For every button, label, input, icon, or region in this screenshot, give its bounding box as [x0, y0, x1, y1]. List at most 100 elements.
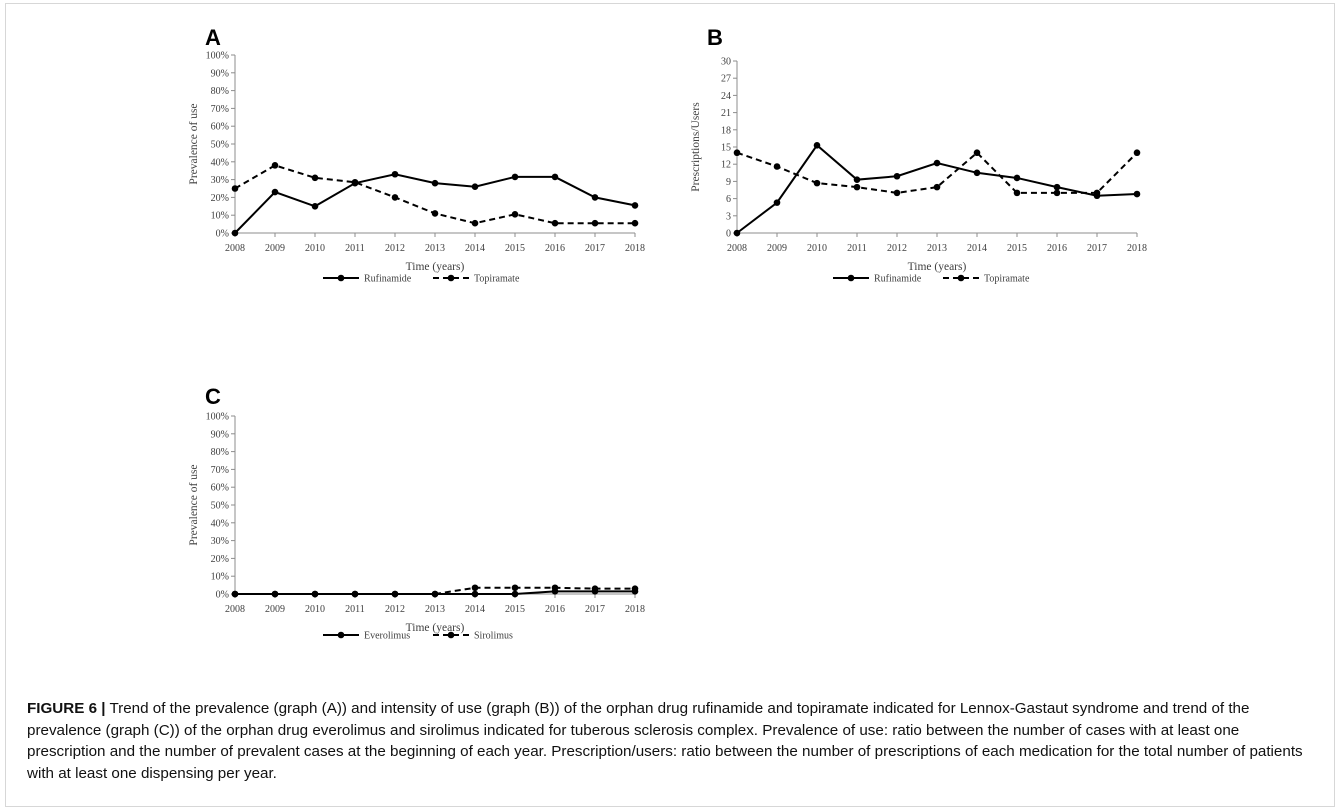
data-point-topiramate: [391, 194, 399, 201]
data-point-topiramate: [733, 149, 741, 157]
data-point-rufinamide: [1013, 174, 1021, 182]
y-tick-label: 0%: [216, 590, 229, 601]
data-point-sirolimus: [431, 590, 439, 598]
legend-marker-sirolimus: [447, 631, 455, 639]
panel-letter-c: C: [205, 384, 221, 409]
x-tick-label: 2008: [727, 243, 747, 254]
data-point-rufinamide: [431, 179, 439, 187]
data-point-rufinamide: [933, 159, 941, 167]
x-tick-label: 2010: [305, 604, 325, 615]
x-tick-label: 2014: [465, 604, 485, 615]
x-tick-label: 2012: [887, 243, 907, 254]
legend-label-rufinamide: Rufinamide: [874, 274, 922, 285]
y-tick-label: 70%: [211, 104, 229, 115]
legend-label-topiramate: Topiramate: [474, 274, 520, 285]
data-point-topiramate: [311, 174, 319, 182]
y-tick-label: 50%: [211, 140, 229, 151]
y-tick-label: 30%: [211, 536, 229, 547]
x-tick-label: 2014: [465, 243, 485, 254]
data-point-rufinamide: [551, 173, 559, 181]
data-point-topiramate: [471, 219, 479, 227]
data-point-rufinamide: [391, 170, 399, 178]
y-tick-label: 18: [721, 125, 731, 136]
data-point-topiramate: [813, 179, 821, 187]
y-tick-label: 90%: [211, 429, 229, 440]
y-tick-label: 12: [721, 160, 731, 171]
y-tick-label: 9: [726, 177, 731, 188]
legend-marker-topiramate: [447, 274, 455, 282]
x-tick-label: 2013: [927, 243, 947, 254]
data-point-sirolimus: [591, 585, 599, 592]
x-tick-label: 2017: [585, 243, 605, 254]
data-point-sirolimus: [311, 590, 319, 598]
x-tick-label: 2013: [425, 604, 445, 615]
data-point-rufinamide: [1133, 190, 1141, 198]
x-tick-label: 2015: [505, 243, 525, 254]
y-axis-title: Prevalence of use: [188, 464, 200, 545]
caption-label: FIGURE 6 |: [27, 700, 106, 717]
caption-text: Trend of the prevalence (graph (A)) and …: [27, 700, 1303, 782]
y-tick-label: 3: [726, 211, 731, 222]
y-axis-title: Prescriptions/Users: [690, 102, 702, 192]
y-tick-label: 40%: [211, 157, 229, 168]
x-axis-title: Time (years): [406, 622, 465, 634]
data-point-topiramate: [893, 189, 901, 197]
y-axis-title: Prevalence of use: [188, 103, 200, 184]
x-tick-label: 2018: [1127, 243, 1147, 254]
data-point-topiramate: [231, 185, 239, 192]
data-point-topiramate: [933, 183, 941, 191]
data-point-everolimus: [471, 590, 479, 598]
x-tick-label: 2011: [345, 243, 365, 254]
data-point-topiramate: [271, 162, 279, 169]
data-point-rufinamide: [773, 199, 781, 206]
legend-marker-rufinamide: [847, 274, 855, 282]
data-point-rufinamide: [813, 141, 821, 149]
y-tick-label: 60%: [211, 483, 229, 494]
y-tick-label: 15: [721, 143, 731, 154]
y-tick-label: 30%: [211, 175, 229, 186]
data-point-topiramate: [1093, 189, 1101, 197]
x-tick-label: 2010: [807, 243, 827, 254]
y-tick-label: 80%: [211, 86, 229, 97]
data-point-topiramate: [1133, 149, 1141, 157]
x-tick-label: 2012: [385, 604, 405, 615]
x-axis-title: Time (years): [406, 261, 465, 273]
y-tick-label: 80%: [211, 447, 229, 458]
x-tick-label: 2009: [767, 243, 787, 254]
x-tick-label: 2017: [1087, 243, 1107, 254]
data-point-rufinamide: [631, 202, 639, 209]
legend-label-topiramate: Topiramate: [984, 274, 1030, 285]
x-tick-label: 2008: [225, 243, 245, 254]
y-tick-label: 40%: [211, 518, 229, 529]
x-tick-label: 2015: [1007, 243, 1027, 254]
data-point-topiramate: [631, 219, 639, 227]
data-point-topiramate: [431, 210, 439, 217]
data-point-sirolimus: [471, 584, 479, 592]
data-point-rufinamide: [893, 172, 901, 180]
x-tick-label: 2016: [545, 604, 565, 615]
y-tick-label: 6: [726, 194, 731, 205]
data-point-rufinamide: [853, 176, 861, 183]
y-tick-label: 90%: [211, 68, 229, 79]
x-tick-label: 2008: [225, 604, 245, 615]
x-tick-label: 2017: [585, 604, 605, 615]
data-point-rufinamide: [511, 173, 519, 181]
legend-marker-topiramate: [957, 274, 965, 282]
chart-panel-c: C 0% 10% 20% 30% 40% 50% 60% 70% 80% 90% 100% 2008 20…: [188, 384, 645, 642]
data-point-rufinamide: [733, 229, 741, 237]
x-tick-label: 2009: [265, 604, 285, 615]
y-tick-label: 20%: [211, 554, 229, 565]
x-tick-label: 2011: [847, 243, 867, 254]
figure-frame: [5, 3, 1335, 807]
y-tick-label: 27: [721, 74, 731, 85]
x-tick-label: 2013: [425, 243, 445, 254]
data-point-sirolimus: [351, 590, 359, 598]
series-line-topiramate: [736, 151, 1138, 194]
data-point-rufinamide: [231, 229, 239, 237]
x-axis-title: Time (years): [908, 261, 967, 273]
legend-label-everolimus: Everolimus: [364, 631, 410, 642]
data-point-topiramate: [773, 163, 781, 170]
x-tick-label: 2016: [1047, 243, 1067, 254]
x-tick-label: 2015: [505, 604, 525, 615]
figure-caption: FIGURE 6 | Trend of the prevalence (grap…: [27, 698, 1317, 784]
